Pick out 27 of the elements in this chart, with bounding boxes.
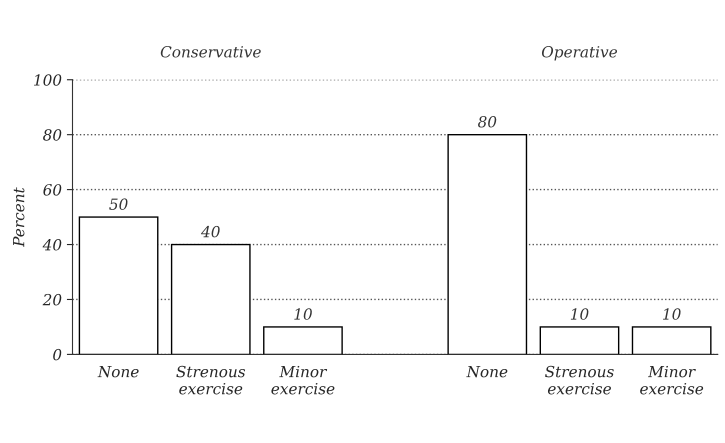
x-tick-label: None xyxy=(466,366,508,378)
data-label: 40 xyxy=(201,226,220,238)
x-tick-label: Minor exercise xyxy=(271,366,334,394)
bar xyxy=(170,244,251,354)
x-tick-label: None xyxy=(98,366,139,378)
bar xyxy=(540,326,620,354)
x-tick-label: Strenous exercise xyxy=(545,366,614,394)
y-tick-label: 100 xyxy=(34,74,62,86)
bar xyxy=(263,326,343,354)
data-label: 10 xyxy=(570,308,588,320)
y-tick-label: 80 xyxy=(43,129,62,141)
y-tick-label: 60 xyxy=(43,184,62,196)
text: Operative xyxy=(542,46,618,61)
x-tick-label: Strenous exercise xyxy=(176,366,246,394)
y-axis-title: Percent xyxy=(13,187,24,248)
y-tick-label: 40 xyxy=(42,239,62,251)
bar xyxy=(632,326,712,354)
data-label: 10 xyxy=(294,308,312,320)
x-tick-label: Minor exercise xyxy=(640,366,704,394)
text: Conservative xyxy=(160,46,261,58)
y-tick-label: 0 xyxy=(53,348,62,360)
y-tick-label: 20 xyxy=(42,294,62,306)
bar xyxy=(78,216,158,354)
data-label: 10 xyxy=(663,308,681,320)
bar xyxy=(447,134,528,354)
data-label: 50 xyxy=(109,198,128,210)
data-label: 80 xyxy=(478,116,496,128)
